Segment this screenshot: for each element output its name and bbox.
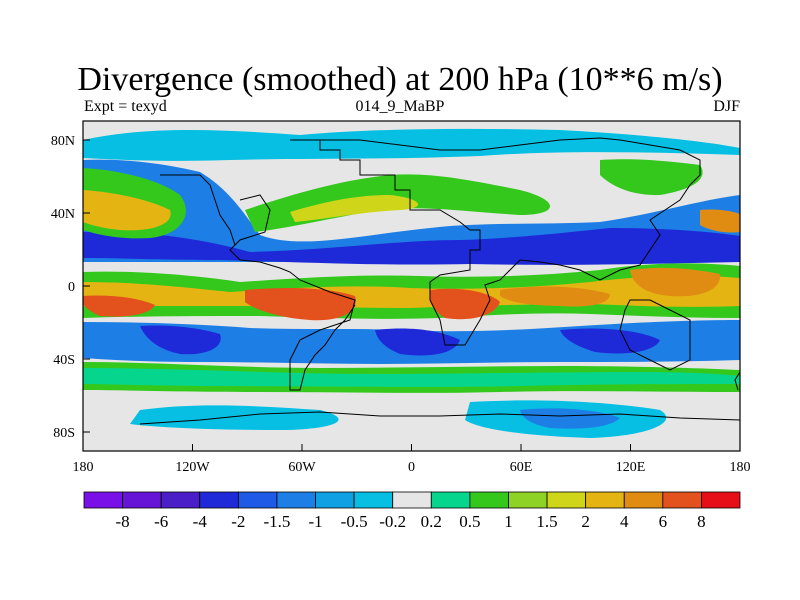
case-label: 014_9_MaBP (355, 98, 445, 115)
experiment-label: Expt = texyd (84, 98, 167, 115)
season-label: DJF (713, 98, 740, 115)
y-tick-label-40n: 40N (51, 207, 75, 222)
colorbar-swatch (392, 491, 432, 509)
x-tick-label-120e: 120E (616, 460, 646, 475)
colorbar-tick-label: 1.5 (536, 512, 557, 531)
colorbar-swatch (237, 491, 278, 509)
colorbar-swatch (276, 491, 316, 509)
colorbar-tick-label: 4 (620, 512, 629, 531)
colorbar (83, 491, 741, 509)
colorbar-swatch (83, 491, 123, 509)
colorbar-swatch (122, 491, 162, 509)
colorbar-swatch (701, 491, 741, 509)
colorbar-tick-label: -6 (154, 512, 168, 531)
x-tick-label-0: 0 (408, 460, 415, 475)
colorbar-swatch (662, 491, 702, 509)
colorbar-tick-label: -0.2 (379, 512, 406, 531)
colorbar-tick-label: 6 (659, 512, 668, 531)
x-tick-label-120w: 120W (175, 460, 210, 475)
colorbar-tick-label: 1 (504, 512, 513, 531)
coastlines (139, 137, 740, 425)
colorbar-swatch (430, 491, 471, 509)
colorbar-tick-label: -1 (308, 512, 322, 531)
x-tick-label-180w: 180 (73, 460, 94, 475)
axis-ticks (82, 139, 741, 451)
x-tick-label-180e: 180 (730, 460, 751, 475)
colorbar-tick-label: 2 (581, 512, 590, 531)
colorbar-swatch (199, 491, 239, 509)
y-tick-label-80s: 80S (53, 426, 75, 441)
colorbar-labels: -8 -6 -4 -2 -1.5 -1 -0.5 -0.2 0.2 0.5 1 1.5 2 4 6 8 (116, 512, 706, 531)
colorbar-tick-label: -4 (193, 512, 208, 531)
colorbar-tick-label: -0.5 (341, 512, 368, 531)
y-tick-label-0: 0 (68, 280, 75, 295)
colorbar-tick-label: -2 (231, 512, 245, 531)
colorbar-tick-label: -8 (116, 512, 130, 531)
colorbar-swatch (508, 491, 548, 509)
x-tick-label-60w: 60W (288, 460, 316, 475)
colorbar-swatch (585, 491, 625, 509)
x-tick-label-60e: 60E (510, 460, 533, 475)
divergence-field (83, 121, 740, 451)
colorbar-swatch (315, 491, 355, 509)
y-tick-label-80n: 80N (51, 134, 75, 149)
colorbar-tick-label: 8 (697, 512, 706, 531)
map-title: Divergence (smoothed) at 200 hPa (10**6 … (77, 61, 723, 98)
colorbar-tick-label: 0.5 (459, 512, 480, 531)
colorbar-tick-label: -1.5 (263, 512, 290, 531)
colorbar-swatch (546, 491, 587, 509)
colorbar-swatch (160, 491, 201, 509)
y-tick-label-40s: 40S (53, 353, 75, 368)
colorbar-swatch (469, 491, 509, 509)
colorbar-tick-label: 0.2 (421, 512, 442, 531)
colorbar-swatch (353, 491, 394, 509)
colorbar-swatch (623, 491, 664, 509)
